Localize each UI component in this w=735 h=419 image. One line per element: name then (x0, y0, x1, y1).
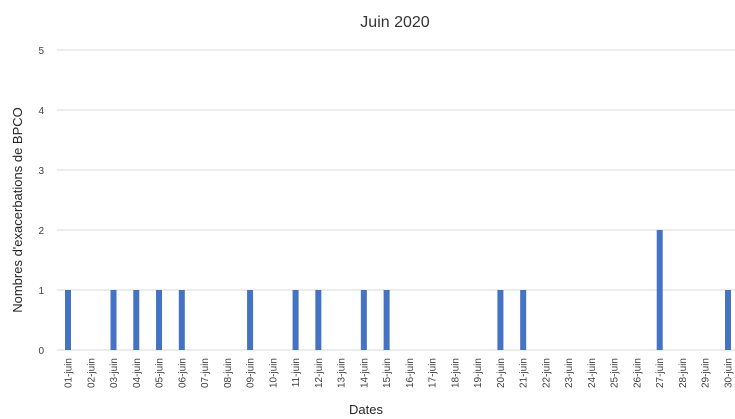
x-tick-label: 18-juin (450, 358, 461, 388)
x-tick-label: 13-juin (337, 358, 348, 388)
y-tick-label: 5 (38, 46, 44, 57)
bar (110, 290, 117, 350)
grid (57, 49, 735, 351)
x-tick-label: 09-juin (246, 358, 257, 388)
bar (315, 290, 322, 350)
x-tick-label: 15-juin (382, 358, 393, 388)
x-tick-label: 17-juin (428, 358, 439, 388)
x-tick-label: 23-juin (564, 358, 575, 388)
x-tick-label: 22-juin (541, 358, 552, 388)
x-tick-label: 05-juin (155, 358, 166, 388)
x-axis-label: Dates (349, 402, 383, 417)
y-tick-label: 0 (38, 346, 44, 357)
x-tick-label: 06-juin (177, 358, 188, 388)
y-tick-label: 1 (38, 286, 44, 297)
x-tick-label: 12-juin (314, 358, 325, 388)
bar (383, 290, 390, 350)
x-tick-label: 21-juin (519, 358, 530, 388)
bars (65, 230, 731, 350)
bar (156, 290, 163, 350)
x-tick-label: 02-juin (86, 358, 97, 388)
x-tick-label: 16-juin (405, 358, 416, 388)
bar (520, 290, 527, 350)
x-tick-label: 28-juin (678, 358, 689, 388)
x-tick-label: 11-juin (291, 358, 302, 387)
x-tick-label: 30-juin (724, 358, 735, 388)
x-tick-label: 03-juin (109, 358, 120, 388)
x-tick-label: 08-juin (223, 358, 234, 388)
y-axis-label: Nombres d'exacerbations de BPCO (10, 107, 25, 313)
x-tick-label: 10-juin (268, 358, 279, 388)
x-tick-label: 24-juin (587, 358, 598, 388)
bar (656, 230, 663, 350)
x-tick-label: 29-juin (701, 358, 712, 388)
x-tick-label: 26-juin (632, 358, 643, 388)
x-tick-label: 07-juin (200, 358, 211, 388)
x-tick-label: 25-juin (610, 358, 621, 388)
x-tick-label: 27-juin (655, 358, 666, 388)
chart-title: Juin 2020 (360, 14, 429, 31)
x-tick-label: 14-juin (359, 358, 370, 388)
bar (247, 290, 254, 350)
x-tick-label: 19-juin (473, 358, 484, 388)
x-tick-label: 20-juin (496, 358, 507, 388)
x-axis-ticks: 01-juin 02-juin 03-juin 04-juin 05-juin 06-ju… (64, 358, 735, 388)
y-tick-label: 3 (38, 166, 44, 177)
x-tick-label: 01-juin (64, 358, 75, 388)
bar (497, 290, 504, 350)
bar (178, 290, 185, 350)
bar (133, 290, 140, 350)
bar (292, 290, 299, 350)
y-axis-ticks: 0 1 2 3 4 5 (38, 46, 44, 357)
bar (725, 290, 731, 350)
y-tick-label: 2 (38, 226, 44, 237)
y-tick-label: 4 (38, 106, 44, 117)
bar (360, 290, 367, 350)
bar (65, 290, 71, 350)
x-tick-label: 04-juin (132, 358, 143, 388)
